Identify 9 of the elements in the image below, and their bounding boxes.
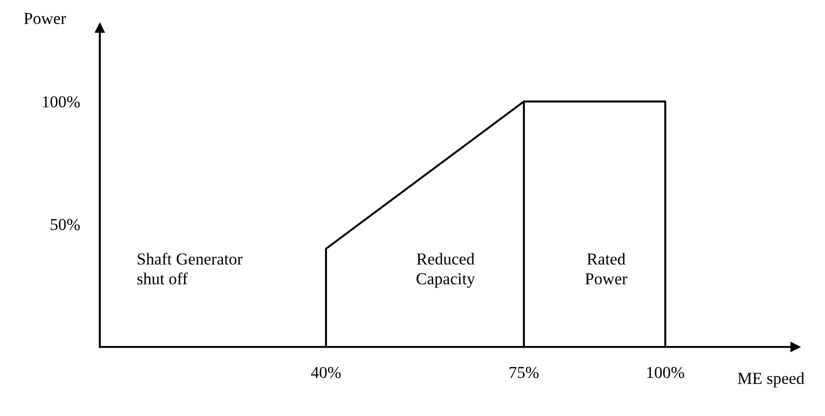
x-axis-title: ME speed (738, 372, 804, 388)
x-tick-label: 100% (647, 366, 684, 378)
y-tick-label: 50% (50, 218, 80, 230)
x-tick-label: 40% (311, 366, 341, 378)
annotation: Rated Power (585, 252, 628, 284)
y-axis-title: Power (24, 12, 66, 24)
x-tick-label: 75% (510, 366, 539, 378)
annotation: Shaft Generator shut off (137, 252, 243, 284)
annotation: Reduced Capacity (416, 252, 476, 288)
